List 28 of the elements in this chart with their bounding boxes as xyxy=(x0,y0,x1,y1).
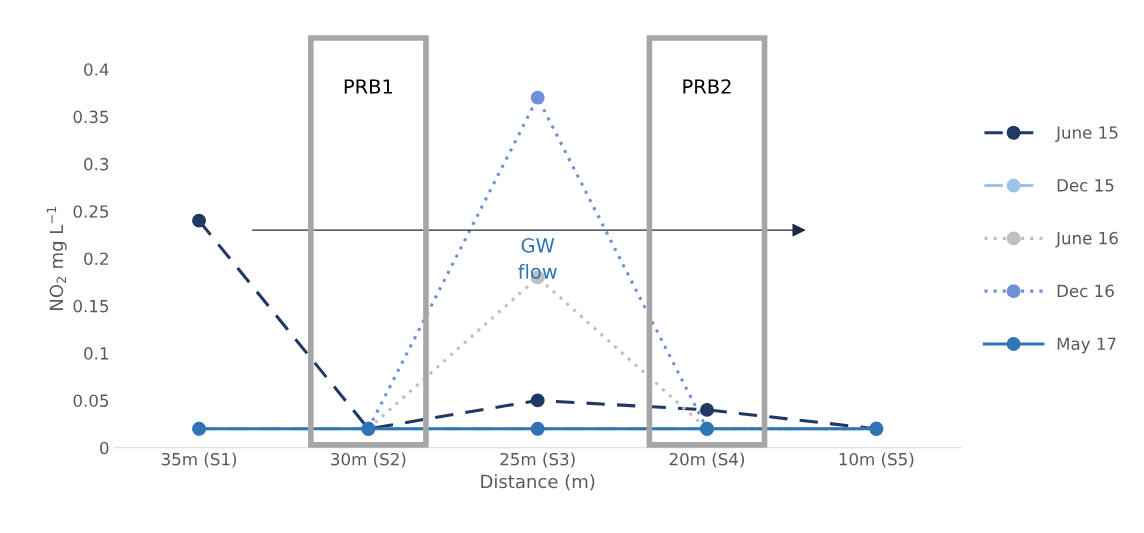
y-tick-label: 0.25 xyxy=(73,205,109,218)
x-tick-label: 35m (S1) xyxy=(161,452,237,468)
y-tick-label: 0.05 xyxy=(73,394,109,407)
point xyxy=(192,213,207,228)
y-tick-label: 0.3 xyxy=(84,157,109,171)
x-tick-label: 10m (S5) xyxy=(839,452,914,468)
annotation: PRB2 xyxy=(683,79,731,94)
y-axis-title: NO$_{2}$ mg L$^{−1}$ xyxy=(46,207,67,310)
annotation: GW flow xyxy=(518,238,557,279)
point xyxy=(530,90,545,105)
point xyxy=(700,402,714,417)
x-tick-label: 20m (S4) xyxy=(669,452,745,468)
y-tick-label: 0.4 xyxy=(84,63,109,76)
y-tick-label: 0 xyxy=(100,441,109,455)
x-axis-title: Distance (m) xyxy=(481,474,595,491)
legend-label: June 15 xyxy=(1055,126,1118,142)
legend-label: May 17 xyxy=(1057,337,1116,354)
legend-label: Dec 15 xyxy=(1057,179,1114,192)
x-tick-label: 30m (S2) xyxy=(331,452,406,468)
y-tick-label: 0.15 xyxy=(73,299,109,313)
annotation: PRB1 xyxy=(344,79,393,94)
point xyxy=(530,393,545,408)
y-tick-label: 0.1 xyxy=(84,347,108,360)
x-tick-label: 25m (S3) xyxy=(500,452,575,468)
y-tick-label: 0.2 xyxy=(84,252,108,266)
legend-label: June 16 xyxy=(1055,231,1118,248)
legend-label: Dec 16 xyxy=(1057,284,1114,298)
y-tick-label: 0.35 xyxy=(73,110,109,124)
